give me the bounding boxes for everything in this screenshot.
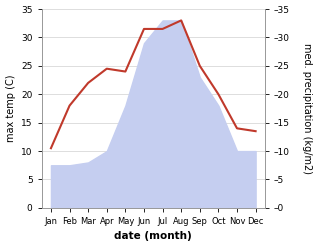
Y-axis label: max temp (C): max temp (C) xyxy=(5,75,16,142)
X-axis label: date (month): date (month) xyxy=(114,231,192,242)
Y-axis label: med. precipitation (kg/m2): med. precipitation (kg/m2) xyxy=(302,43,313,174)
